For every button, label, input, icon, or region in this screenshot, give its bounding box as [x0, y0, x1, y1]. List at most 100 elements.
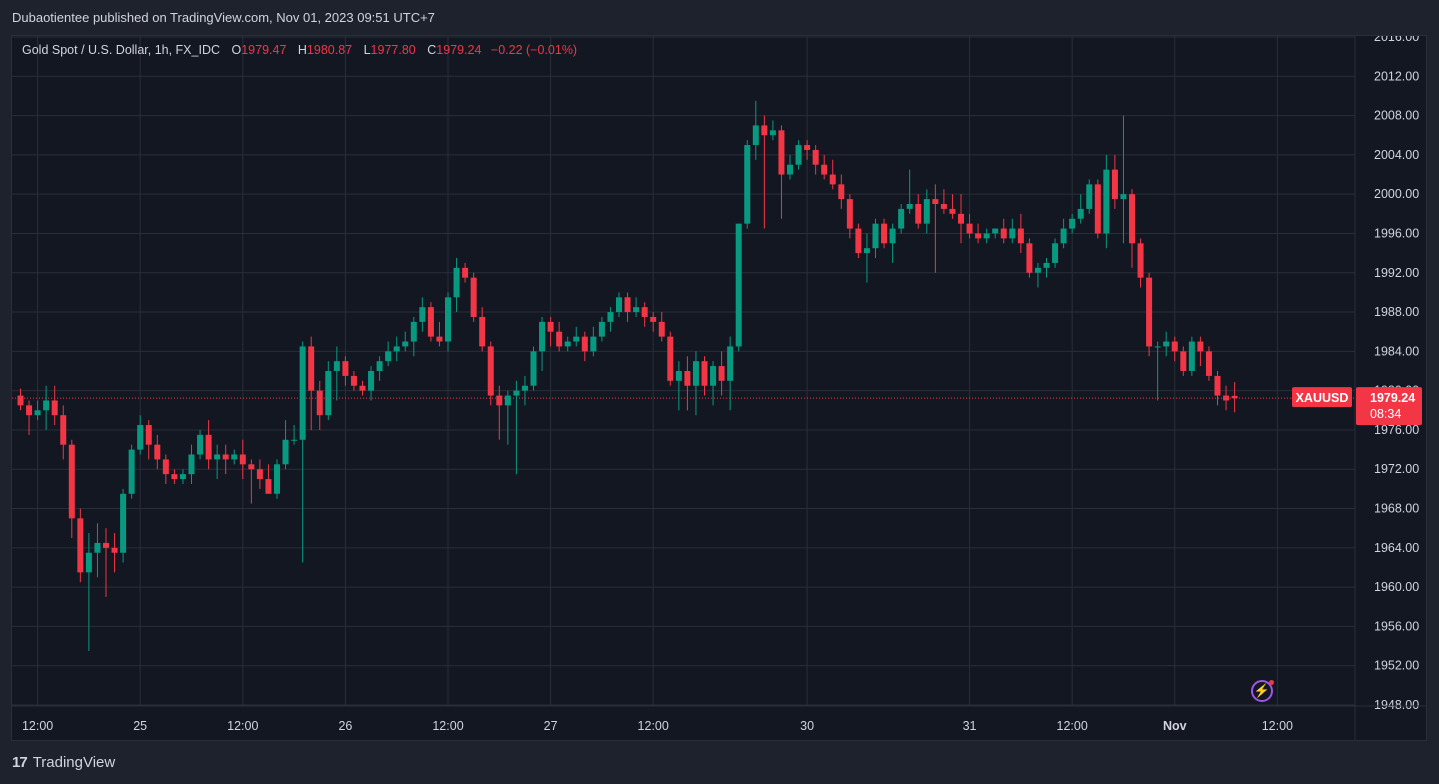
candle-body — [1043, 262, 1050, 268]
legend-symbol: Gold Spot / U.S. Dollar, 1h, FX_IDC — [22, 43, 220, 57]
chart-frame[interactable]: 2016.00 2012.00 2008.00 2004.00 2000.00 1996.… — [11, 35, 1427, 741]
candle-body — [299, 346, 306, 440]
candle-body — [1052, 243, 1059, 263]
y-tick-label: 1964.00 — [1374, 541, 1419, 555]
y-tick-label: 2004.00 — [1374, 148, 1419, 162]
candle-body — [487, 346, 494, 396]
candle-body — [265, 479, 272, 494]
candle-body — [248, 464, 255, 470]
candle-body — [769, 130, 776, 136]
candle-body — [1094, 184, 1101, 234]
legend-high: 1980.87 — [306, 43, 353, 57]
candle-body — [675, 371, 682, 381]
candle-body — [812, 149, 819, 165]
candle-body — [521, 385, 528, 391]
candle-body — [923, 199, 930, 224]
candle-body — [274, 464, 280, 494]
y-tick-label: 1988.00 — [1374, 305, 1419, 319]
legend-high-label: H — [297, 43, 307, 57]
candle-body — [692, 361, 699, 386]
candle-body — [616, 297, 622, 313]
candle-body — [915, 204, 922, 224]
candle-body — [1188, 341, 1195, 371]
y-tick-label: 1992.00 — [1374, 266, 1419, 280]
candle-body — [145, 425, 152, 445]
x-tick-label: 26 — [338, 719, 352, 733]
candle-body — [1026, 243, 1033, 273]
candle-body — [889, 228, 896, 244]
legend-low: 1977.80 — [370, 43, 416, 57]
lightning-icon[interactable]: ⚡ — [1251, 680, 1274, 702]
candle-body — [137, 425, 144, 450]
candle-body — [641, 307, 648, 317]
candle-body — [60, 415, 67, 445]
x-tick-label: 12:00 — [638, 719, 669, 733]
candle-body — [932, 199, 939, 204]
candle-body — [427, 307, 434, 337]
candle-body — [77, 518, 84, 573]
candle-body — [128, 449, 135, 494]
candle-body — [1197, 341, 1204, 352]
candle-body — [1231, 395, 1238, 399]
candle-body — [1069, 218, 1076, 229]
candle-body — [162, 459, 169, 475]
candle-body — [547, 321, 554, 332]
candle-body — [154, 444, 161, 460]
candle-body — [530, 351, 537, 386]
candle-body — [710, 366, 717, 386]
candle-body — [350, 375, 357, 386]
candle-body — [1000, 228, 1007, 239]
footer: 17 TradingView — [12, 754, 115, 771]
candle-body — [667, 336, 674, 381]
candle-body — [171, 474, 178, 480]
candle-body — [51, 400, 58, 416]
y-tick-label: 1996.00 — [1374, 226, 1419, 240]
candle-body — [513, 390, 520, 396]
candle-body — [436, 336, 443, 342]
candle-body — [445, 297, 451, 342]
publish-info: Dubaotientee published on TradingView.co… — [12, 10, 435, 25]
candlestick-chart[interactable]: 2016.00 2012.00 2008.00 2004.00 2000.00 1996.… — [12, 36, 1426, 740]
candle-body — [308, 346, 315, 391]
candle-body — [829, 174, 836, 185]
y-tick-label: 1984.00 — [1374, 344, 1419, 358]
candle-body — [872, 223, 879, 249]
candle-body — [573, 336, 580, 342]
legend-change: −0.22 (−0.01%) — [490, 43, 578, 57]
price-tag-value: 1979.24 — [1370, 391, 1415, 405]
candle-body — [1077, 208, 1084, 219]
x-tick-label: 27 — [544, 719, 558, 733]
brand-name: TradingView — [32, 754, 116, 771]
candle-body — [1163, 341, 1170, 347]
candle-body — [949, 208, 956, 214]
candle-body — [701, 361, 708, 386]
candle-body — [778, 130, 785, 175]
x-tick-label: 31 — [963, 719, 977, 733]
candle-body — [470, 277, 477, 317]
candle-body — [727, 346, 734, 381]
candle-body — [359, 385, 366, 391]
candle-body — [1017, 228, 1024, 244]
x-tick-label: 12:00 — [22, 719, 53, 733]
candle-body — [898, 208, 905, 229]
candle-body — [539, 321, 546, 352]
candle-body — [940, 204, 947, 209]
y-tick-label: 1960.00 — [1374, 580, 1419, 594]
x-tick-label: 12:00 — [432, 719, 463, 733]
candle-body — [103, 542, 109, 548]
candle-body — [752, 125, 759, 146]
y-tick-label: 1948.00 — [1374, 698, 1419, 712]
candle-body — [821, 164, 828, 175]
candle-body — [846, 199, 853, 229]
y-tick-label: 1972.00 — [1374, 462, 1419, 476]
candle-body — [735, 223, 742, 347]
candle-body — [231, 454, 238, 460]
candle-body — [624, 297, 631, 313]
candle-body — [214, 454, 221, 460]
candle-body — [222, 454, 229, 460]
tradingview-logo[interactable]: 17 — [12, 754, 28, 771]
y-tick-label: 2012.00 — [1374, 69, 1419, 83]
candle-body — [26, 405, 33, 416]
candle-body — [111, 547, 118, 553]
candle-body — [1146, 277, 1153, 347]
